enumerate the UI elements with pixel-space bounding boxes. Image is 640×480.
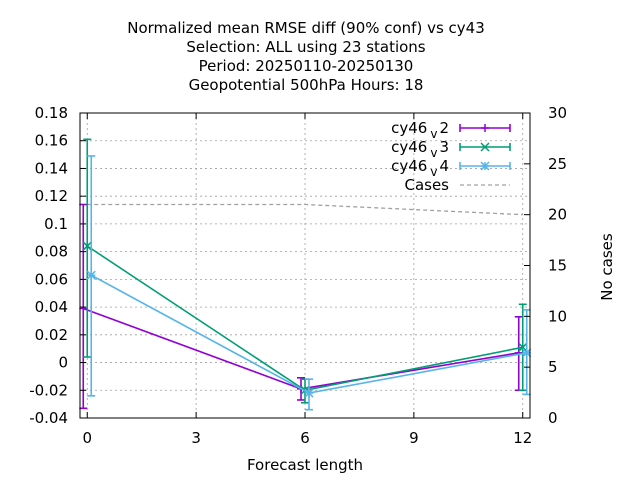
y-tick-label: 0 (58, 354, 68, 372)
y-tick-label: 0.16 (35, 132, 68, 150)
data-point (82, 241, 92, 251)
legend-label-cy46_v3: cy46 v 3 (391, 138, 449, 160)
y-tick-label: -0.04 (29, 409, 68, 427)
x-tick-label: 3 (191, 429, 201, 447)
y2-tick-label: 30 (548, 104, 567, 122)
legend-marker (480, 161, 490, 171)
y-tick-label: 0.02 (35, 326, 68, 344)
cases-layer (87, 203, 523, 216)
y2-tick-label: 5 (548, 358, 558, 376)
legend-label-cases: Cases (404, 176, 449, 194)
y2-tick-label: 20 (548, 206, 567, 224)
y-tick-label: 0.06 (35, 270, 68, 288)
y2-tick-label: 0 (548, 409, 558, 427)
y-tick-label: -0.02 (29, 381, 68, 399)
legend-label-cy46_v4: cy46 v 4 (391, 157, 449, 179)
y-tick-label: 0.14 (35, 159, 68, 177)
legend-label-cy46_v2: cy46 v 2 (391, 119, 449, 141)
series-cy46_v2 (79, 203, 523, 410)
x-tick-label: 9 (409, 429, 419, 447)
data-point (518, 342, 528, 352)
series-cy46_v4 (86, 155, 532, 411)
y2-tick-label: 10 (548, 307, 567, 325)
y-tick-label: 0.18 (35, 104, 68, 122)
chart-title: Normalized mean RMSE diff (90% conf) vs … (127, 19, 485, 94)
x-tick-label: 0 (82, 429, 92, 447)
axis-ticks: -0.04 -0.02 0 0.02 0.04 0.06 0.08 0.1 0.12 0.14 0.… (29, 104, 567, 447)
y-tick-label: 0.04 (35, 298, 68, 316)
y-tick-label: 0.1 (44, 215, 68, 233)
legend-marker (480, 142, 490, 152)
x-tick-label: 6 (300, 429, 310, 447)
x-tick-label: 12 (513, 429, 532, 447)
title-line-4: Geopotential 500hPa Hours: 18 (189, 76, 424, 94)
title-line-2: Selection: ALL using 23 stations (186, 38, 425, 56)
y2-tick-label: 25 (548, 155, 567, 173)
y2-tick-label: 15 (548, 257, 567, 275)
grid (80, 112, 530, 419)
cases-line (87, 203, 523, 216)
data-point (304, 388, 314, 398)
data-point (522, 348, 532, 358)
series-layer (79, 138, 532, 411)
y-tick-label: 0.12 (35, 187, 68, 205)
y-tick-label: 0.08 (35, 243, 68, 261)
x-axis-label: Forecast length (247, 456, 363, 474)
title-line-1: Normalized mean RMSE diff (90% conf) vs … (127, 19, 485, 37)
y2-axis-label: No cases (598, 233, 616, 301)
title-line-3: Period: 20250110-20250130 (199, 57, 414, 75)
series-line (82, 307, 519, 390)
data-point (86, 270, 96, 280)
